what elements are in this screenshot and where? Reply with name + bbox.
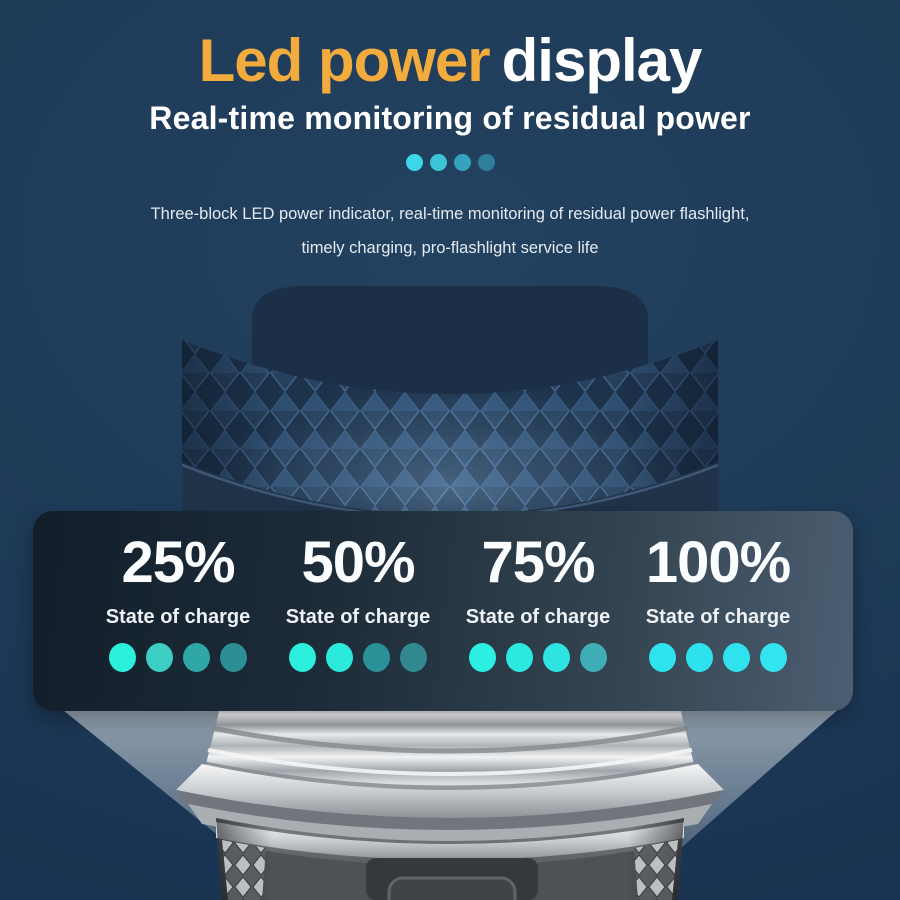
charge-dot-icon xyxy=(182,643,210,672)
charge-dot-icon xyxy=(399,643,427,672)
charge-card-50: 50% State of charge xyxy=(286,531,430,711)
barrel-dome xyxy=(252,286,648,408)
edge-knurl-right xyxy=(634,840,678,900)
charge-dot-icon xyxy=(288,643,316,672)
barrel-lower-ring xyxy=(182,462,718,523)
charge-label: State of charge xyxy=(465,606,611,628)
charge-card-75: 75% State of charge xyxy=(466,531,610,711)
charge-dot-icon xyxy=(722,643,750,672)
charge-dots xyxy=(286,643,430,672)
divider-dot-icon xyxy=(429,154,447,171)
charge-dot-icon xyxy=(685,643,713,672)
charge-dots xyxy=(646,643,790,672)
description-line-1: Three-block LED power indicator, real-ti… xyxy=(150,205,750,223)
charge-label: State of charge xyxy=(105,606,251,628)
divider-dot-icon xyxy=(453,154,471,171)
flashlight-barrel-illustration xyxy=(181,286,719,523)
charge-dot-icon xyxy=(648,643,676,672)
charge-panel: 25% State of charge 50% State of charge … xyxy=(33,511,853,711)
charge-percent: 75% xyxy=(481,530,595,595)
charge-dot-icon xyxy=(542,643,570,672)
subtitle: Real-time monitoring of residual power xyxy=(149,100,751,136)
charge-card-100: 100% State of charge xyxy=(645,530,791,711)
charge-percent: 50% xyxy=(301,530,415,595)
divider-dot-icon xyxy=(405,154,423,171)
divider-dot-icon xyxy=(477,154,495,171)
charge-dot-icon xyxy=(108,643,136,672)
description: Three-block LED power indicator, real-ti… xyxy=(0,197,900,265)
charge-dot-icon xyxy=(362,643,390,672)
divider-dots xyxy=(0,154,900,171)
head-flare-lip xyxy=(176,764,724,818)
title-accent-text: Led power xyxy=(198,27,491,94)
charge-dot-icon xyxy=(579,643,607,672)
edge-knurl-left xyxy=(222,840,266,900)
charge-dot-icon xyxy=(219,643,247,672)
charge-dots xyxy=(106,643,250,672)
charge-dot-icon xyxy=(468,643,496,672)
flashlight-head-illustration xyxy=(58,700,842,900)
charge-percent: 100% xyxy=(645,530,791,595)
description-line-2: timely charging, pro-flashlight service … xyxy=(301,239,599,257)
charge-percent: 25% xyxy=(121,530,235,595)
charge-label: State of charge xyxy=(285,606,431,628)
charge-label: State of charge xyxy=(645,606,791,628)
charge-dot-icon xyxy=(505,643,533,672)
hero-section: Led power display Real-time monitoring of… xyxy=(0,0,900,265)
charge-dot-icon xyxy=(145,643,173,672)
charge-dot-icon xyxy=(759,643,787,672)
charge-card-25: 25% State of charge xyxy=(106,531,250,711)
page-title: Led power display xyxy=(0,28,900,94)
charge-dots xyxy=(466,643,610,672)
charge-dot-icon xyxy=(325,643,353,672)
title-rest-text: display xyxy=(501,27,703,94)
